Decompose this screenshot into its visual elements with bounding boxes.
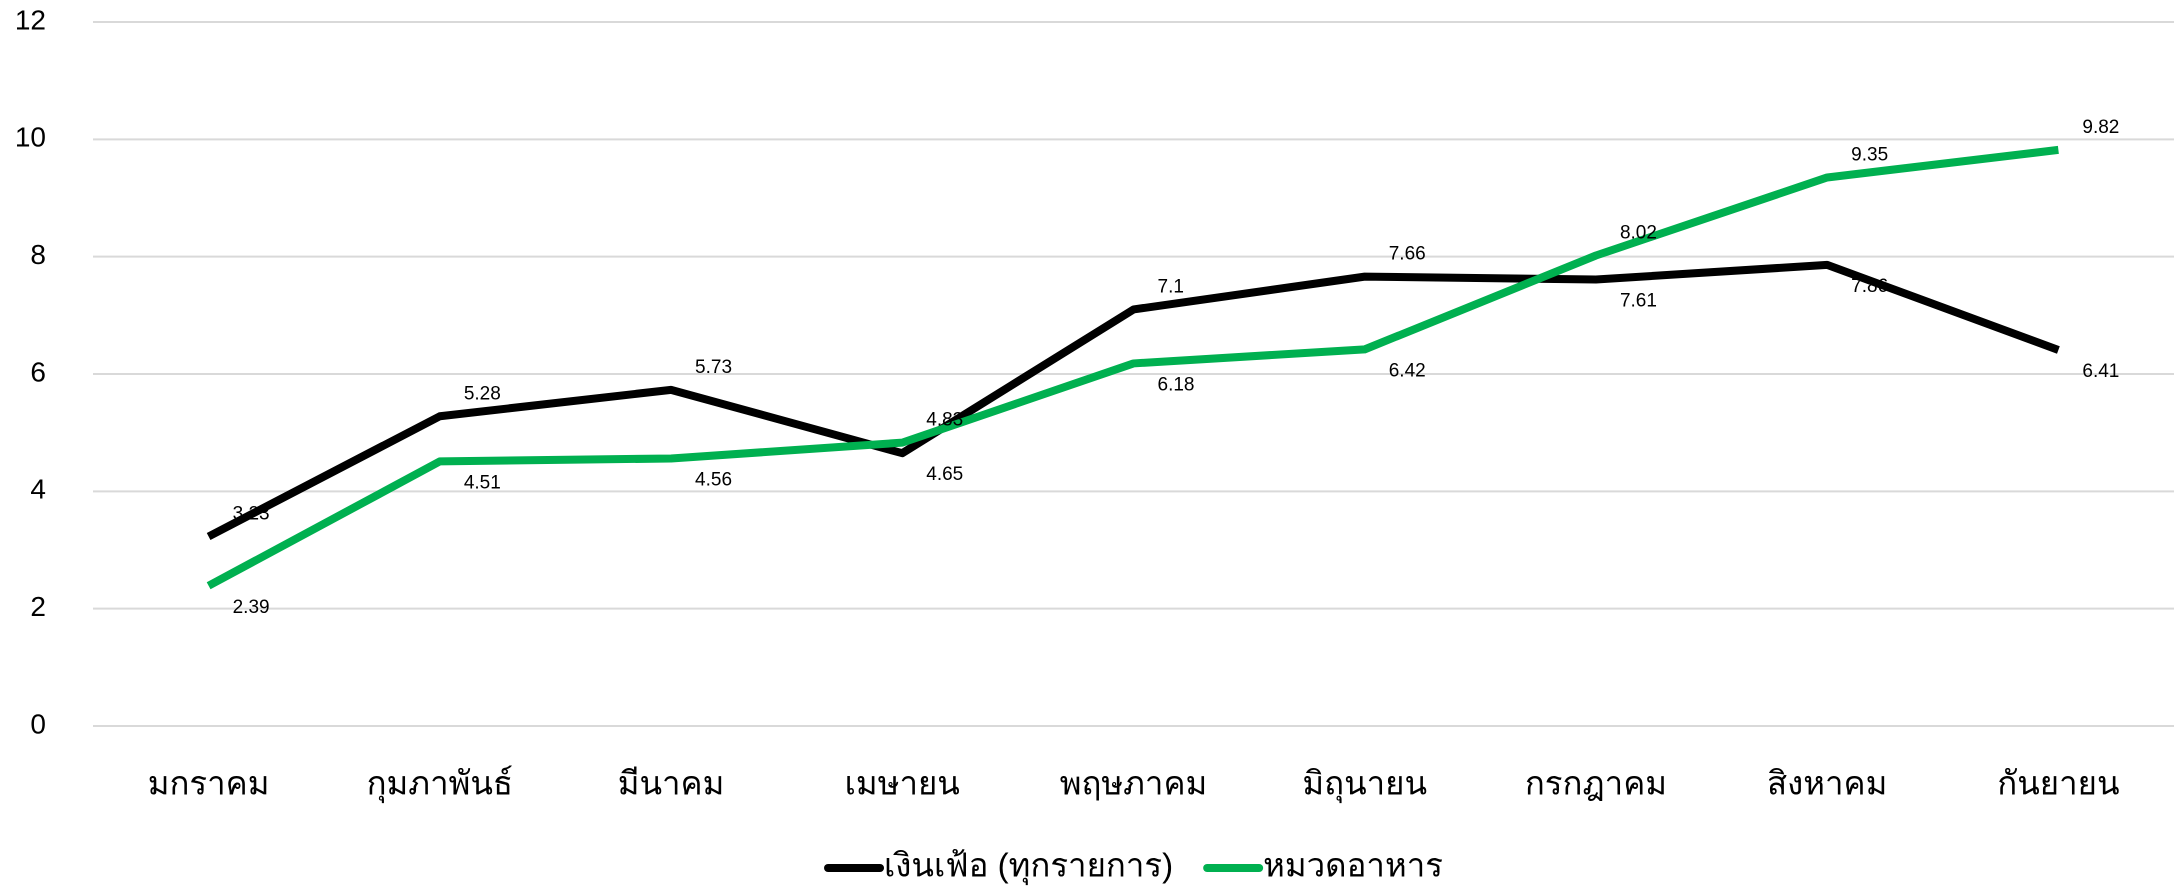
data-label: 7.61: [1620, 291, 1657, 312]
x-tick-label: มีนาคม: [618, 765, 725, 802]
x-tick-label: มิถุนายน: [1302, 765, 1427, 804]
x-tick-label: เมษายน: [845, 765, 960, 802]
y-tick-label: 4: [30, 474, 46, 505]
y-tick-label: 6: [30, 356, 46, 387]
data-label: 7.66: [1389, 244, 1426, 265]
data-label: 5.28: [464, 383, 501, 404]
legend-label: เงินเฟ้อ (ทุกรายการ): [884, 847, 1173, 886]
y-tick-label: 2: [30, 591, 46, 622]
data-label: 7.86: [1851, 276, 1888, 297]
y-tick-label: 0: [30, 708, 46, 739]
x-tick-label: กุมภาพันธ์: [367, 765, 513, 804]
data-label: 4.51: [464, 472, 501, 493]
y-tick-label: 8: [30, 239, 46, 270]
data-label: 4.83: [926, 410, 963, 431]
x-tick-label: กันยายน: [1997, 765, 2119, 802]
data-label: 3.23: [233, 504, 270, 525]
data-label: 2.39: [233, 597, 270, 618]
series-line: [206, 145, 2059, 590]
data-label: 6.41: [2082, 361, 2119, 382]
data-label: 6.42: [1389, 360, 1426, 381]
y-tick-label: 12: [15, 4, 46, 35]
data-label: 4.65: [926, 464, 963, 485]
data-label: 8.02: [1620, 223, 1657, 244]
x-tick-label: มกราคม: [148, 765, 270, 802]
data-label: 7.1: [1158, 276, 1184, 297]
x-tick-label: พฤษภาคม: [1060, 765, 1208, 802]
series-line: [206, 260, 2060, 541]
legend-label: หมวดอาหาร: [1263, 847, 1443, 884]
y-tick-label: 10: [15, 122, 46, 153]
x-tick-label: สิงหาคม: [1767, 765, 1887, 802]
data-label: 9.35: [1851, 144, 1888, 165]
data-label: 6.18: [1158, 374, 1195, 395]
x-tick-label: กรกฎาคม: [1525, 765, 1667, 802]
data-label: 9.82: [2082, 117, 2119, 138]
data-label: 5.73: [695, 357, 732, 378]
data-label: 4.56: [695, 469, 732, 490]
